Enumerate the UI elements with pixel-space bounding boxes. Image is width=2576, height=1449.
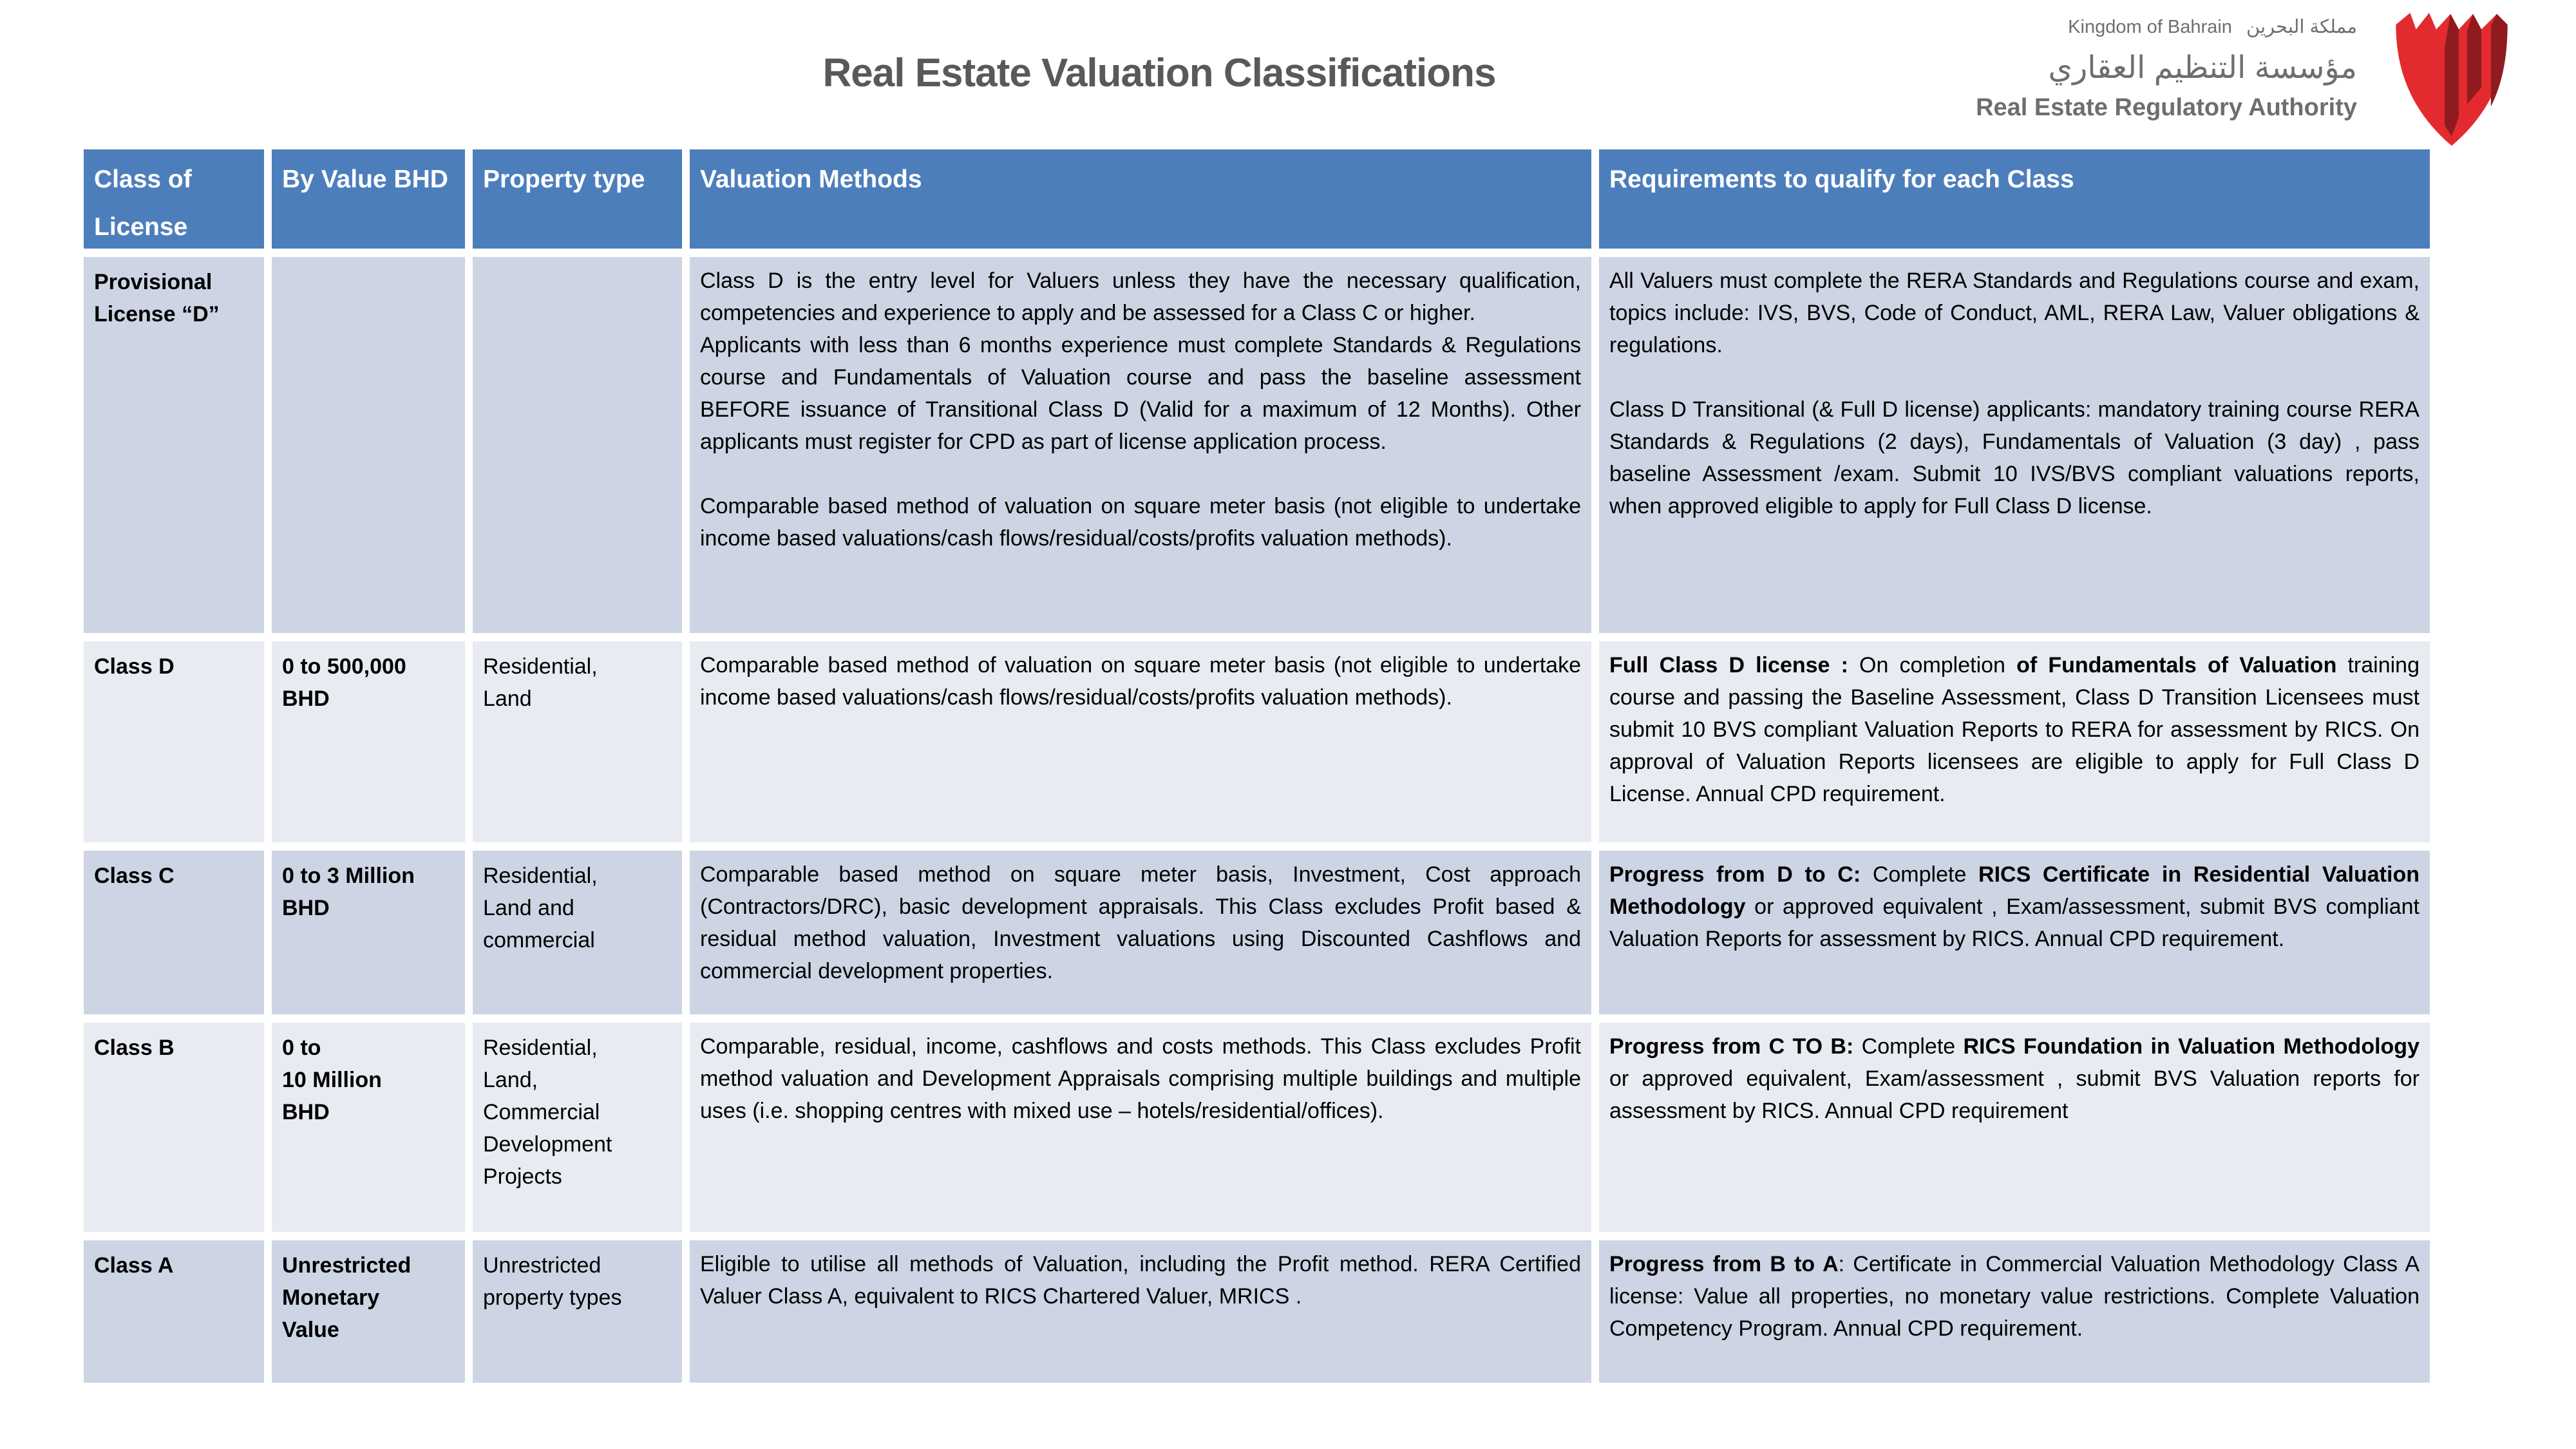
paragraph: Full Class D license : On completion of … [1609,653,2420,806]
shield-shade-4 [2444,73,2459,137]
row-class-b-valuation-methods: Comparable, residual, income, cashflows … [690,1023,1591,1232]
row-class-c-class-label: Class C [84,851,264,1014]
row-class-a-valuation-methods: Eligible to utilise all methods of Valua… [690,1240,1591,1383]
row-class-b-by-value: 0 to 10 Million BHD [272,1023,465,1232]
row-class-d-by-value: 0 to 500,000 BHD [272,641,465,842]
row-class-b-class-label: Class B [84,1023,264,1232]
authority-kingdom-line: Kingdom of Bahrain مملكة البحرين [1976,15,2357,39]
col-header-valuation-methods: Valuation Methods [690,149,1591,249]
paragraph: All Valuers must complete the RERA Stand… [1609,269,2420,357]
col-header-class-of-license: Class of License [84,149,264,249]
paragraph: Comparable based method on square meter … [700,862,1581,983]
row-class-c-valuation-methods: Comparable based method on square meter … [690,851,1591,1014]
paragraph [1609,361,2420,393]
row-class-a-class-label: Class A [84,1240,264,1383]
row-class-b-property-type: Residential, Land, Commercial Developmen… [473,1023,682,1232]
shield-shade-3 [2490,14,2508,107]
paragraph: Progress from D to C: Complete RICS Cert… [1609,862,2420,951]
paragraph: Applicants with less than 6 months exper… [700,333,1581,454]
row-class-c-requirements: Progress from D to C: Complete RICS Cert… [1599,851,2430,1014]
row-class-c-property-type: Residential, Land and commercial [473,851,682,1014]
shield-shade-2 [2467,14,2482,104]
page-title: Real Estate Valuation Classifications [822,51,1497,95]
row-class-a-by-value: Unrestricted Monetary Value [272,1240,465,1383]
kingdom-of-bahrain-arabic-label: مملكة البحرين [2246,17,2357,37]
row-provisional-valuation-methods: Class D is the entry level for Valuers u… [690,257,1591,633]
row-class-d-class-label: Class D [84,641,264,842]
authority-block: Kingdom of Bahrain مملكة البحرين مؤسسة ا… [1976,15,2357,124]
paragraph: Comparable based method of valuation on … [700,653,1581,710]
row-provisional-class-label: Provisional License “D” [84,257,264,633]
paragraph: Progress from C TO B: Complete RICS Foun… [1609,1034,2420,1123]
row-class-b-requirements: Progress from C TO B: Complete RICS Foun… [1599,1023,2430,1232]
rera-logo-shield-icon [2396,12,2508,146]
row-provisional-requirements: All Valuers must complete the RERA Stand… [1599,257,2430,633]
classification-table: Class of License By Value BHD Property t… [84,149,2430,1383]
col-header-property-type: Property type [473,149,682,249]
col-header-by-value-bhd: By Value BHD [272,149,465,249]
paragraph: Comparable, residual, income, cashflows … [700,1034,1581,1123]
row-provisional-by-value [272,257,465,633]
row-class-a-property-type: Unrestricted property types [473,1240,682,1383]
paragraph: Progress from B to A: Certificate in Com… [1609,1252,2420,1341]
paragraph: Comparable based method of valuation on … [700,494,1581,551]
row-class-a-requirements: Progress from B to A: Certificate in Com… [1599,1240,2430,1383]
row-class-d-valuation-methods: Comparable based method of valuation on … [690,641,1591,842]
row-class-c-by-value: 0 to 3 Million BHD [272,851,465,1014]
authority-name-arabic: مؤسسة التنظيم العقاري [2048,51,2357,86]
shield-shade-1 [2444,14,2459,90]
row-provisional-property-type [473,257,682,633]
paragraph: Class D is the entry level for Valuers u… [700,269,1581,325]
kingdom-of-bahrain-label: Kingdom of Bahrain [2068,17,2232,37]
row-class-d-property-type: Residential, Land [473,641,682,842]
paragraph: Eligible to utilise all methods of Valua… [700,1252,1581,1309]
paragraph [700,458,1581,490]
col-header-requirements: Requirements to qualify for each Class [1599,149,2430,249]
row-class-d-requirements: Full Class D license : On completion of … [1599,641,2430,842]
paragraph: Class D Transitional (& Full D license) … [1609,397,2420,518]
authority-name-english: Real Estate Regulatory Authority [1976,94,2357,122]
